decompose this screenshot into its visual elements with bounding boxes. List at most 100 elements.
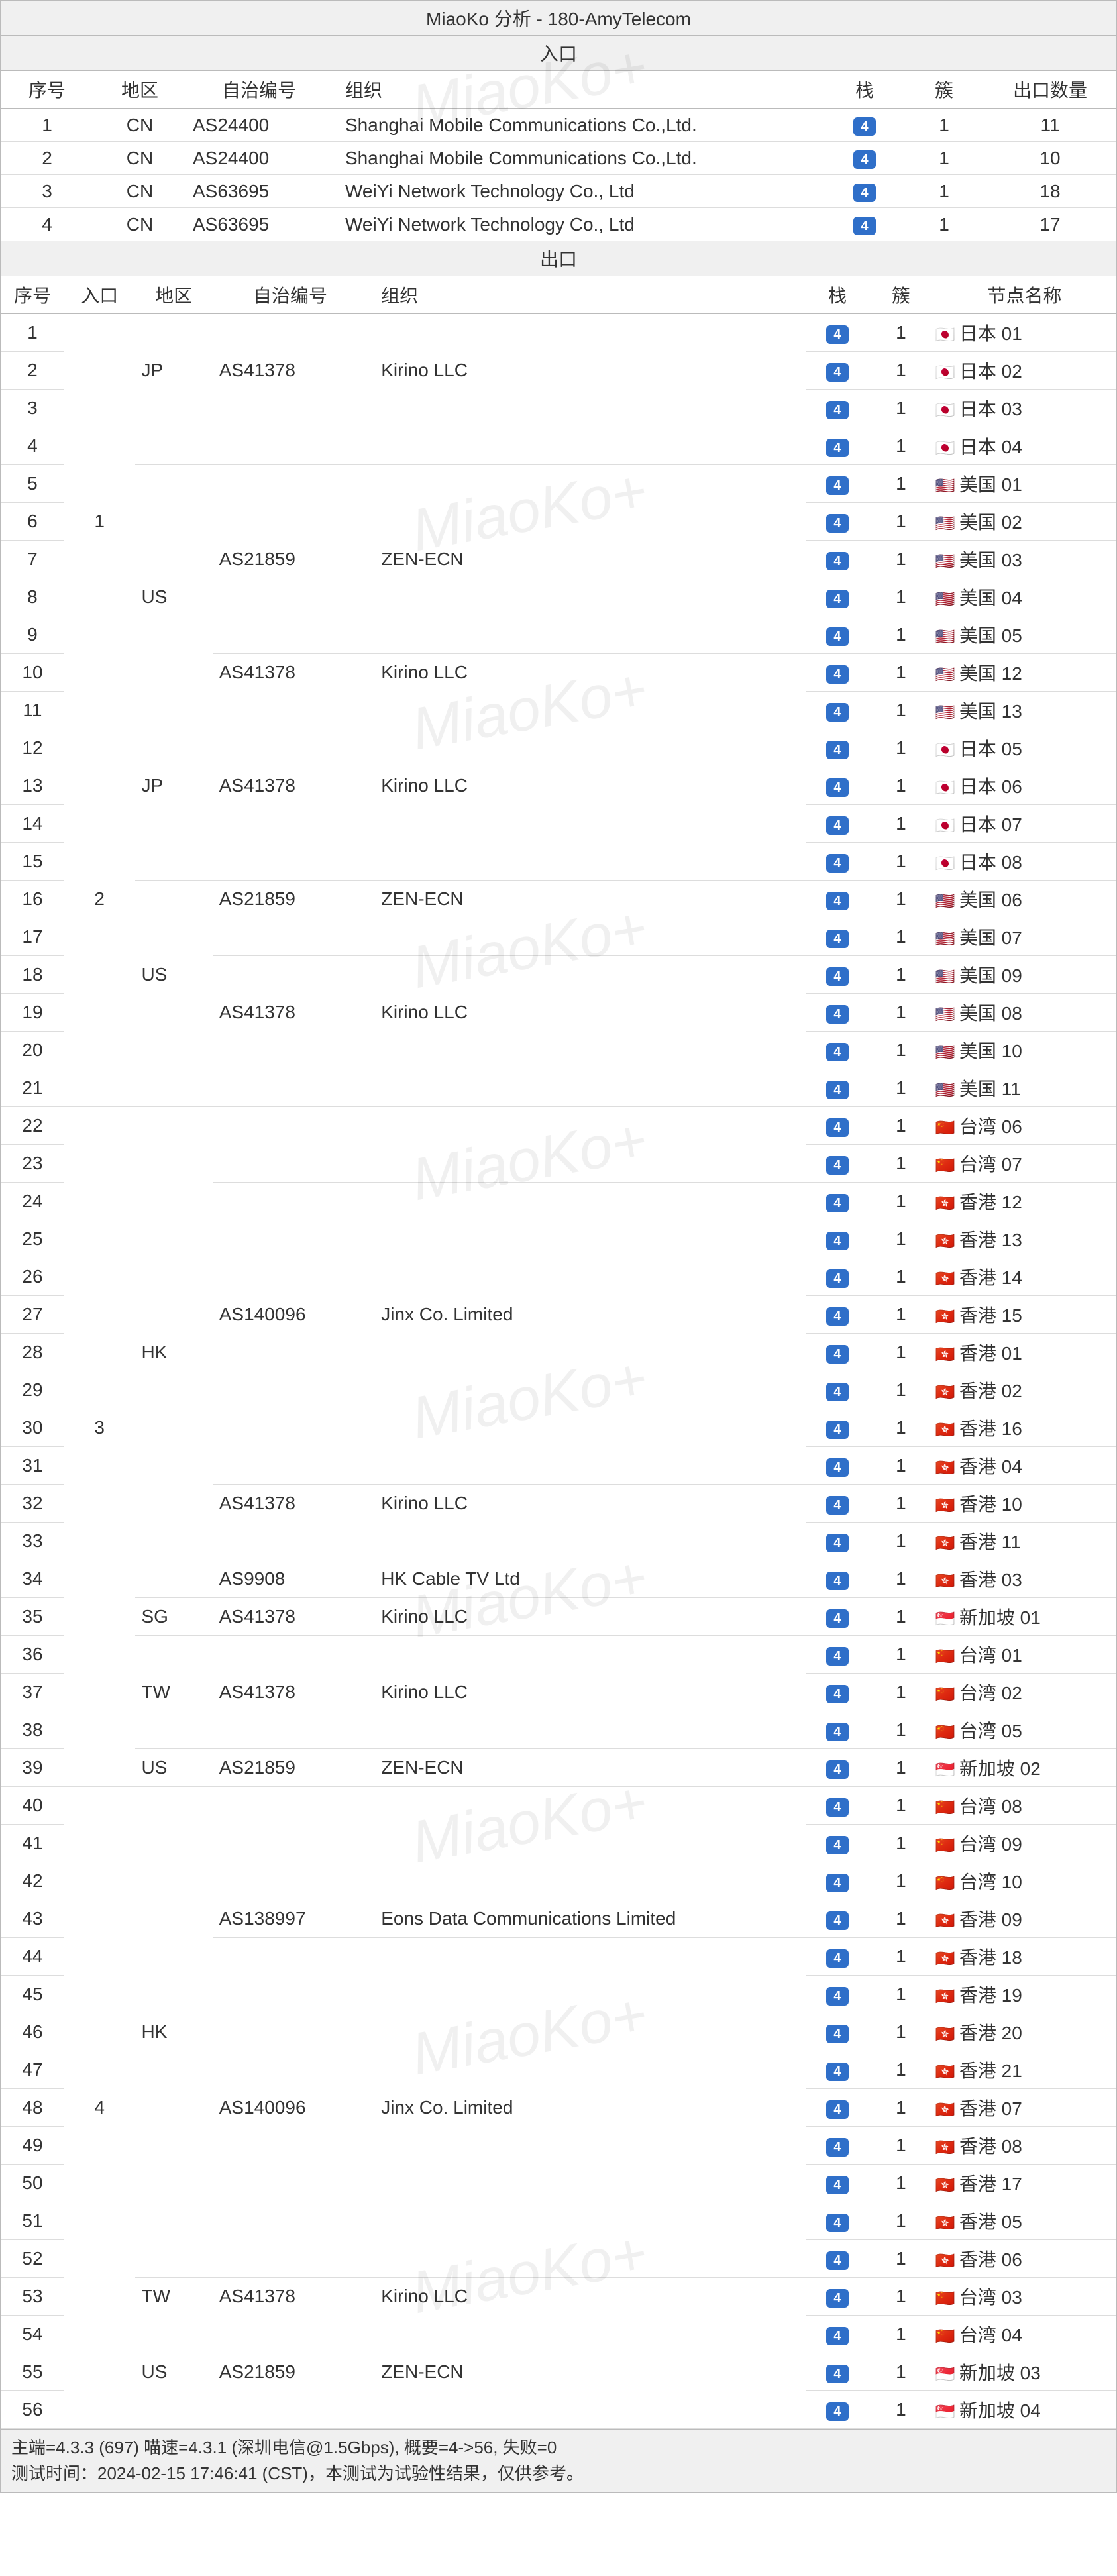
cell-as: AS41378 (213, 994, 368, 1032)
cell-as (213, 2127, 368, 2165)
cell-node: 🇭🇰香港 13 (933, 1220, 1116, 1258)
cell-as: AS9908 (213, 1560, 368, 1598)
flag-icon: 🇭🇰 (935, 1421, 954, 1440)
cell-region (135, 805, 213, 843)
cell-region (135, 1032, 213, 1069)
cell-entry (64, 1523, 135, 1560)
cell-region (135, 843, 213, 881)
cell-as (213, 314, 368, 352)
flag-icon: 🇨🇳 (935, 1874, 954, 1893)
cell-node: 🇯🇵日本 06 (933, 767, 1116, 805)
cell-stack: 4 (806, 1711, 869, 1749)
cell-entry (64, 1183, 135, 1220)
flag-icon: 🇯🇵 (935, 741, 954, 760)
cell-as (213, 692, 368, 729)
cell-region (135, 918, 213, 956)
cell-region: CN (93, 208, 186, 241)
cell-no: 34 (1, 1560, 64, 1598)
cell-node: 🇨🇳台湾 10 (933, 1862, 1116, 1900)
cell-no: 10 (1, 654, 64, 692)
cell-cluster: 1 (869, 2089, 933, 2127)
cell-node: 🇸🇬新加坡 02 (933, 1749, 1116, 1787)
cell-cluster: 1 (869, 2391, 933, 2429)
cell-node: 🇭🇰香港 16 (933, 1409, 1116, 1447)
exit-row: 7AS21859ZEN-ECN41🇺🇸美国 03 (1, 541, 1116, 578)
exit-row: 3141🇭🇰香港 04 (1, 1447, 1116, 1485)
entry-table: 序号地区自治编号组织栈簇出口数量 1CNAS24400Shanghai Mobi… (1, 71, 1116, 241)
cell-region (135, 692, 213, 729)
cell-region (135, 1409, 213, 1447)
cell-as (213, 616, 368, 654)
cell-as (213, 918, 368, 956)
cell-as: AS41378 (213, 654, 368, 692)
cell-no: 39 (1, 1749, 64, 1787)
cell-cluster: 1 (869, 2316, 933, 2353)
cell-region (135, 1636, 213, 1674)
cell-entry (64, 1296, 135, 1334)
cell-stack: 4 (806, 2316, 869, 2353)
cell-stack: 4 (806, 503, 869, 541)
flag-icon: 🇭🇰 (935, 2251, 954, 2271)
stack-badge: 4 (826, 892, 849, 910)
cell-entry (64, 1334, 135, 1371)
cell-stack: 4 (806, 2353, 869, 2391)
cell-region (135, 1107, 213, 1145)
cell-org (368, 1032, 806, 1069)
stack-badge: 4 (826, 1232, 849, 1250)
cell-as: AS41378 (213, 1598, 368, 1636)
cell-node: 🇭🇰香港 02 (933, 1371, 1116, 1409)
cell-entry (64, 1220, 135, 1258)
cell-entry (64, 1787, 135, 1825)
stack-badge: 4 (826, 2063, 849, 2081)
flag-icon: 🇺🇸 (935, 703, 954, 722)
exit-row: 484AS140096Jinx Co. Limited41🇭🇰香港 07 (1, 2089, 1116, 2127)
footer: 主端=4.3.3 (697) 喵速=4.3.1 (深圳电信@1.5Gbps), … (1, 2429, 1116, 2492)
cell-stack: 4 (806, 1976, 869, 2013)
cell-cluster: 1 (869, 1862, 933, 1900)
cell-org (368, 2240, 806, 2278)
cell-no: 27 (1, 1296, 64, 1334)
cell-org: Shanghai Mobile Communications Co.,Ltd. (332, 109, 825, 142)
cell-as (213, 1220, 368, 1258)
cell-count: 11 (984, 109, 1116, 142)
cell-cluster: 1 (869, 994, 933, 1032)
cell-no: 19 (1, 994, 64, 1032)
cell-entry (64, 1976, 135, 2013)
cell-stack: 4 (806, 616, 869, 654)
cell-as: AS21859 (213, 881, 368, 918)
flag-icon: 🇯🇵 (935, 363, 954, 382)
cell-node: 🇭🇰香港 15 (933, 1296, 1116, 1334)
cell-as (213, 1825, 368, 1862)
cell-stack: 4 (806, 2391, 869, 2429)
cell-cluster: 1 (869, 2165, 933, 2202)
cell-stack: 4 (806, 729, 869, 767)
cell-org (368, 390, 806, 427)
cell-no: 14 (1, 805, 64, 843)
cell-no: 48 (1, 2089, 64, 2127)
cell-region (135, 1485, 213, 1523)
cell-as: AS21859 (213, 1749, 368, 1787)
cell-node: 🇺🇸美国 04 (933, 578, 1116, 616)
cell-no: 5 (1, 465, 64, 503)
cell-node: 🇭🇰香港 18 (933, 1938, 1116, 1976)
cell-org (368, 465, 806, 503)
exit-row: 2341🇨🇳台湾 07 (1, 1145, 1116, 1183)
stack-badge: 4 (826, 1685, 849, 1703)
cell-stack: 4 (806, 1183, 869, 1220)
cell-cluster: 1 (869, 465, 933, 503)
exit-row: 13JPAS41378Kirino LLC41🇯🇵日本 06 (1, 767, 1116, 805)
cell-node: 🇭🇰香港 20 (933, 2013, 1116, 2051)
cell-org: Jinx Co. Limited (368, 1296, 806, 1334)
exit-row: 5241🇭🇰香港 06 (1, 2240, 1116, 2278)
exit-row: 30341🇭🇰香港 16 (1, 1409, 1116, 1447)
cell-cluster: 1 (869, 1900, 933, 1938)
stack-badge: 4 (826, 325, 849, 344)
exit-row: 4141🇨🇳台湾 09 (1, 1825, 1116, 1862)
flag-icon: 🇺🇸 (935, 1043, 954, 1062)
cell-no: 2 (1, 352, 64, 390)
cell-org: Kirino LLC (368, 2278, 806, 2316)
cell-stack: 4 (825, 208, 904, 241)
cell-cluster: 1 (869, 2127, 933, 2165)
flag-icon: 🇭🇰 (935, 1987, 954, 2006)
flag-icon: 🇭🇰 (935, 1496, 954, 1515)
